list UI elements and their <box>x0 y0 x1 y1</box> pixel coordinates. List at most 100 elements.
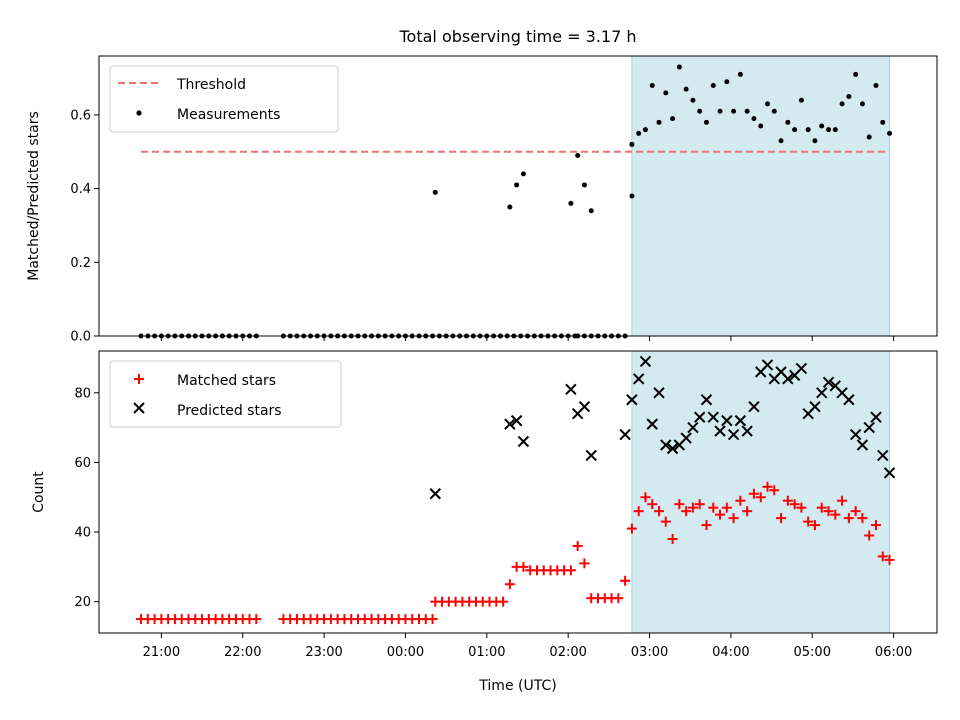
matched-star-point <box>708 502 719 513</box>
bottom-y-ticks: 20 40 60 80 <box>74 386 99 610</box>
predicted-star-point <box>660 439 672 451</box>
matched-star-point <box>667 534 678 544</box>
matched-star-point <box>251 614 262 625</box>
y-tick-label: 0.0 <box>70 330 91 345</box>
matched-star-point <box>857 513 868 524</box>
measurement-point <box>581 182 587 188</box>
bottom-x-ticks: 21:00 22:00 23:00 00:00 01:00 02:00 03:00 04:00… <box>143 633 912 660</box>
measurement-point <box>656 119 662 125</box>
predicted-star-point <box>795 362 808 375</box>
measurement-point <box>758 123 764 129</box>
matched-star-point <box>518 561 529 572</box>
measurement-point <box>785 119 791 125</box>
matched-star-point <box>613 593 624 604</box>
x-axis-label: Time (UTC) <box>478 678 556 694</box>
predicted-star-point <box>632 373 645 385</box>
matched-star-point <box>789 499 800 510</box>
matched-star-point <box>633 506 644 517</box>
matched-star-point <box>640 492 651 503</box>
matched-star-point <box>884 554 895 565</box>
y-tick-label: 40 <box>74 526 91 541</box>
measurement-point <box>717 108 723 114</box>
matched-star-point <box>796 502 807 513</box>
x-tick-label: 00:00 <box>387 645 424 660</box>
matched-star-point <box>647 499 658 510</box>
predicted-star-point <box>653 387 665 399</box>
predicted-star-point <box>504 418 516 430</box>
matched-star-point <box>870 520 881 531</box>
measurement-point <box>744 108 750 114</box>
predicted-star-point <box>510 414 523 427</box>
measurement-point <box>798 97 804 103</box>
measurement-point <box>636 130 642 136</box>
predicted-star-point <box>883 467 896 479</box>
predicted-star-point <box>517 435 530 448</box>
predicted-star-point <box>429 488 441 500</box>
measurement-point <box>629 193 635 199</box>
predicted-star-point <box>856 439 869 451</box>
top-x-ticks <box>160 336 895 341</box>
matched-star-point <box>504 579 515 590</box>
y-tick-label: 60 <box>74 456 91 471</box>
predicted-star-point <box>626 394 638 406</box>
top-observing-span <box>631 55 891 337</box>
matched-star-point <box>877 551 888 562</box>
predicted-star-point <box>693 411 706 423</box>
x-tick-label: 21:00 <box>143 645 180 660</box>
predicted-stars-points <box>429 355 896 500</box>
predicted-star-point <box>646 418 658 430</box>
measurement-point <box>853 71 859 77</box>
matched-star-point <box>579 558 590 569</box>
measurement-point <box>670 116 676 122</box>
predicted-star-point <box>863 421 875 434</box>
bottom-axes-frame <box>98 350 938 634</box>
matched-star-point <box>809 520 820 531</box>
matched-star-point <box>776 513 787 524</box>
x-tick-label: 01:00 <box>468 645 505 660</box>
legend-predicted-label: Predicted stars <box>177 403 282 419</box>
measurement-point <box>751 116 757 122</box>
matched-star-point <box>721 502 732 513</box>
matched-star-point <box>427 614 438 625</box>
predicted-star-point <box>639 355 652 368</box>
chart-title: Total observing time = 3.17 h <box>398 27 636 46</box>
measurement-point <box>792 127 798 133</box>
x-tick-label: 22:00 <box>224 645 261 660</box>
measurement-point <box>507 204 513 210</box>
legend-measurements-label: Measurements <box>177 107 280 123</box>
measurement-point <box>588 208 594 214</box>
predicted-star-point <box>782 373 794 385</box>
matched-star-point <box>681 506 692 517</box>
measurement-point <box>629 141 635 147</box>
measurement-point <box>832 127 838 133</box>
measurement-point <box>514 182 520 188</box>
matched-star-point <box>864 530 875 541</box>
legend-predicted-swatch <box>133 402 145 414</box>
predicted-star-point <box>714 425 726 437</box>
predicted-star-point <box>619 428 631 441</box>
measurement-point <box>690 97 696 103</box>
bottom-legend-box <box>109 360 342 428</box>
measurement-point <box>805 127 811 133</box>
x-tick-label: 02:00 <box>549 645 586 660</box>
y-tick-label: 0.2 <box>70 256 91 271</box>
predicted-star-point <box>727 428 740 441</box>
measurement-point <box>575 152 581 158</box>
predicted-star-point <box>822 376 835 389</box>
matched-star-point <box>830 509 841 520</box>
matched-star-point <box>816 502 827 513</box>
matched-star-point <box>565 565 576 576</box>
matched-star-point <box>715 509 726 520</box>
measurement-point <box>866 134 872 140</box>
measurement-point <box>731 108 737 114</box>
matched-stars-points <box>136 481 895 625</box>
matched-star-point <box>803 516 814 527</box>
measurement-point <box>520 171 526 177</box>
matched-star-point <box>498 596 509 607</box>
matched-star-point <box>654 506 665 517</box>
predicted-star-point <box>761 359 774 371</box>
matched-star-point <box>748 488 759 499</box>
top-legend-box <box>109 65 339 133</box>
measurement-point <box>683 86 689 92</box>
